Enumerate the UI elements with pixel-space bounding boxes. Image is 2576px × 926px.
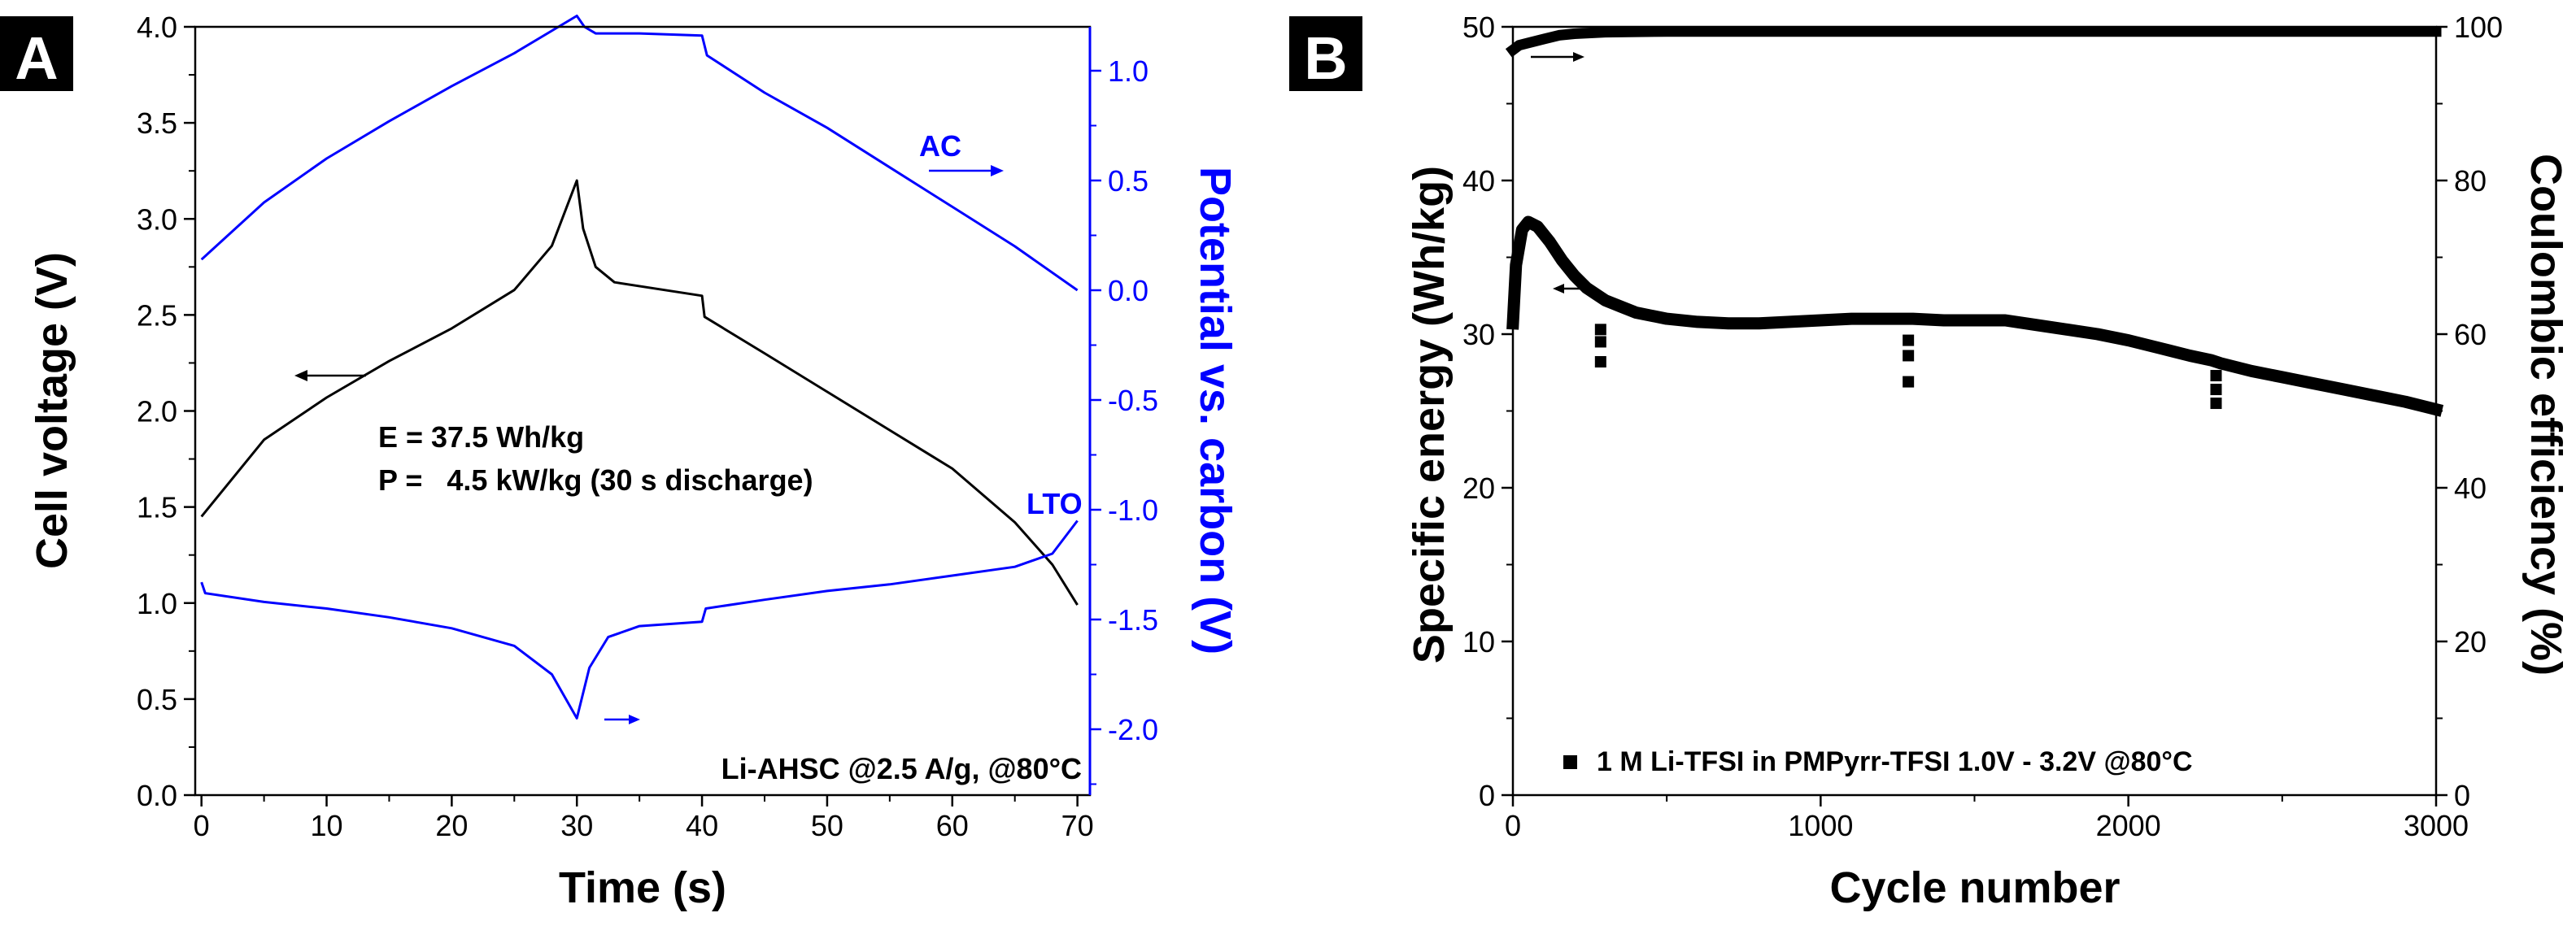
annotation-lto-label: LTO (1026, 487, 1083, 520)
cell-voltage-axis-arrowhead (294, 370, 307, 381)
x-tick-label: 1000 (1788, 809, 1853, 842)
y-tick-label: 4.0 (137, 11, 177, 44)
series-line-lto (200, 520, 1079, 719)
annotation-condition: Li-AHSC @2.5 A/g, @80°C (721, 752, 1082, 785)
x-tick-label: 50 (811, 809, 843, 842)
legend-marker (1563, 755, 1577, 769)
y2-tick-label: 0.0 (1108, 274, 1149, 307)
series-line-ac (200, 15, 1079, 292)
series-specific-energy (1506, 215, 2444, 417)
y2-tick-label: 1.0 (1108, 54, 1149, 88)
energy-dip-point (2210, 370, 2222, 382)
y-tick-label: 0.0 (137, 779, 177, 812)
y2-tick-label: 0.5 (1108, 164, 1149, 198)
annotation-ac-label: AC (919, 129, 961, 163)
panel-a-x-ticks: 0 10 20 30 40 50 60 70 (194, 795, 1094, 842)
y-tick-label: 1.0 (137, 587, 177, 620)
panel-a-series (200, 15, 1079, 719)
panel-b-series (1505, 26, 2444, 417)
energy-axis-arrowhead (1553, 284, 1564, 293)
x-tick-label: 40 (686, 809, 718, 842)
legend-label: 1 M Li-TFSI in PMPyrr-TFSI 1.0V - 3.2V @… (1597, 746, 2193, 777)
y-tick-label: 1.5 (137, 491, 177, 524)
x-tick-label: 10 (311, 809, 343, 842)
y2-tick-label: 60 (2454, 318, 2487, 351)
panel-b-y-ticks: 0 10 20 30 40 50 (1462, 11, 1513, 812)
y2-tick-label: -1.5 (1108, 603, 1158, 637)
energy-dip-point (1903, 334, 1915, 346)
legend: 1 M Li-TFSI in PMPyrr-TFSI 1.0V - 3.2V @… (1563, 746, 2193, 777)
x-tick-label: 2000 (2096, 809, 2161, 842)
y-tick-label: 50 (1462, 11, 1495, 44)
panel-a: A 0 10 20 30 40 50 60 70 0.0 0.5 1.0 1.5 2.0 2.5 3.0 3… (0, 11, 1240, 912)
annotation-energy: E = 37.5 Wh/kg (378, 420, 584, 454)
y-tick-label: 10 (1462, 625, 1495, 659)
y2-tick-label: -2.0 (1108, 713, 1158, 746)
x-tick-label: 70 (1061, 809, 1094, 842)
y-tick-label: 0.5 (137, 683, 177, 716)
y-tick-label: 0 (1479, 779, 1495, 812)
panel-b-letter: B (1304, 24, 1347, 92)
y2-tick-label: 40 (2454, 472, 2487, 505)
panel-b-x-ticks: 0 1000 2000 3000 (1505, 795, 2469, 842)
panel-b-y2-axis-label: Coulombic efficiency (%) (2522, 154, 2570, 676)
panel-a-y-ticks: 0.0 0.5 1.0 1.5 2.0 2.5 3.0 3.5 4.0 (137, 11, 195, 812)
y-tick-label: 2.0 (137, 395, 177, 428)
y-tick-label: 40 (1462, 164, 1495, 198)
series-line-cell-voltage (200, 179, 1079, 606)
x-tick-label: 0 (1505, 809, 1521, 842)
y2-tick-label: -1.0 (1108, 493, 1158, 527)
energy-dip-point (1903, 350, 1915, 362)
energy-dip-point (1903, 376, 1915, 388)
y2-tick-label: -0.5 (1108, 384, 1158, 417)
x-tick-label: 30 (560, 809, 593, 842)
lto-axis-arrowhead (629, 715, 640, 724)
panel-b-badge (1289, 16, 1362, 91)
y2-tick-label: 80 (2454, 164, 2487, 198)
energy-dip-point (2210, 398, 2222, 410)
y-tick-label: 2.5 (137, 298, 177, 332)
panel-a-badge (0, 16, 73, 91)
x-tick-label: 3000 (2404, 809, 2469, 842)
panel-a-x-axis-label: Time (s) (559, 863, 726, 912)
y-tick-label: 20 (1462, 472, 1495, 505)
x-tick-label: 20 (435, 809, 468, 842)
y-tick-label: 3.5 (137, 107, 177, 140)
energy-dip-point (1594, 356, 1606, 368)
panel-a-y2-ticks: -2.0 -1.5 -1.0 -0.5 0.0 0.5 1.0 (1090, 54, 1158, 785)
panel-b-y2-ticks: 0 20 40 60 80 100 (2436, 11, 2503, 812)
x-tick-label: 60 (936, 809, 969, 842)
y-tick-label: 30 (1462, 318, 1495, 351)
annotation-power: P = 4.5 kW/kg (30 s discharge) (378, 463, 813, 497)
y-tick-label: 3.0 (137, 202, 177, 236)
panel-a-y2-axis-label: Potential vs. carbon (V) (1191, 167, 1240, 654)
panel-a-letter: A (15, 24, 58, 92)
y2-tick-label: 100 (2454, 11, 2503, 44)
y2-tick-label: 0 (2454, 779, 2470, 812)
panel-a-y-axis-label: Cell voltage (V) (28, 252, 76, 569)
energy-dip-point (2210, 384, 2222, 396)
x-tick-label: 0 (194, 809, 210, 842)
energy-dip-point (1594, 324, 1606, 336)
panel-b-y-axis-label: Specific energy (Wh/kg) (1405, 166, 1454, 663)
panel-b: B 0 1000 2000 3000 0 10 20 30 40 50 0 20 40 60 80 100… (1289, 11, 2570, 912)
panel-b-plot-frame (1511, 25, 2438, 797)
series-coulombic-efficiency (1505, 26, 2442, 58)
y2-tick-label: 20 (2454, 625, 2487, 659)
ac-axis-arrowhead (991, 165, 1004, 176)
efficiency-axis-arrowhead (1573, 52, 1584, 62)
panel-b-x-axis-label: Cycle number (1829, 863, 2120, 912)
energy-dip-point (1594, 336, 1606, 348)
